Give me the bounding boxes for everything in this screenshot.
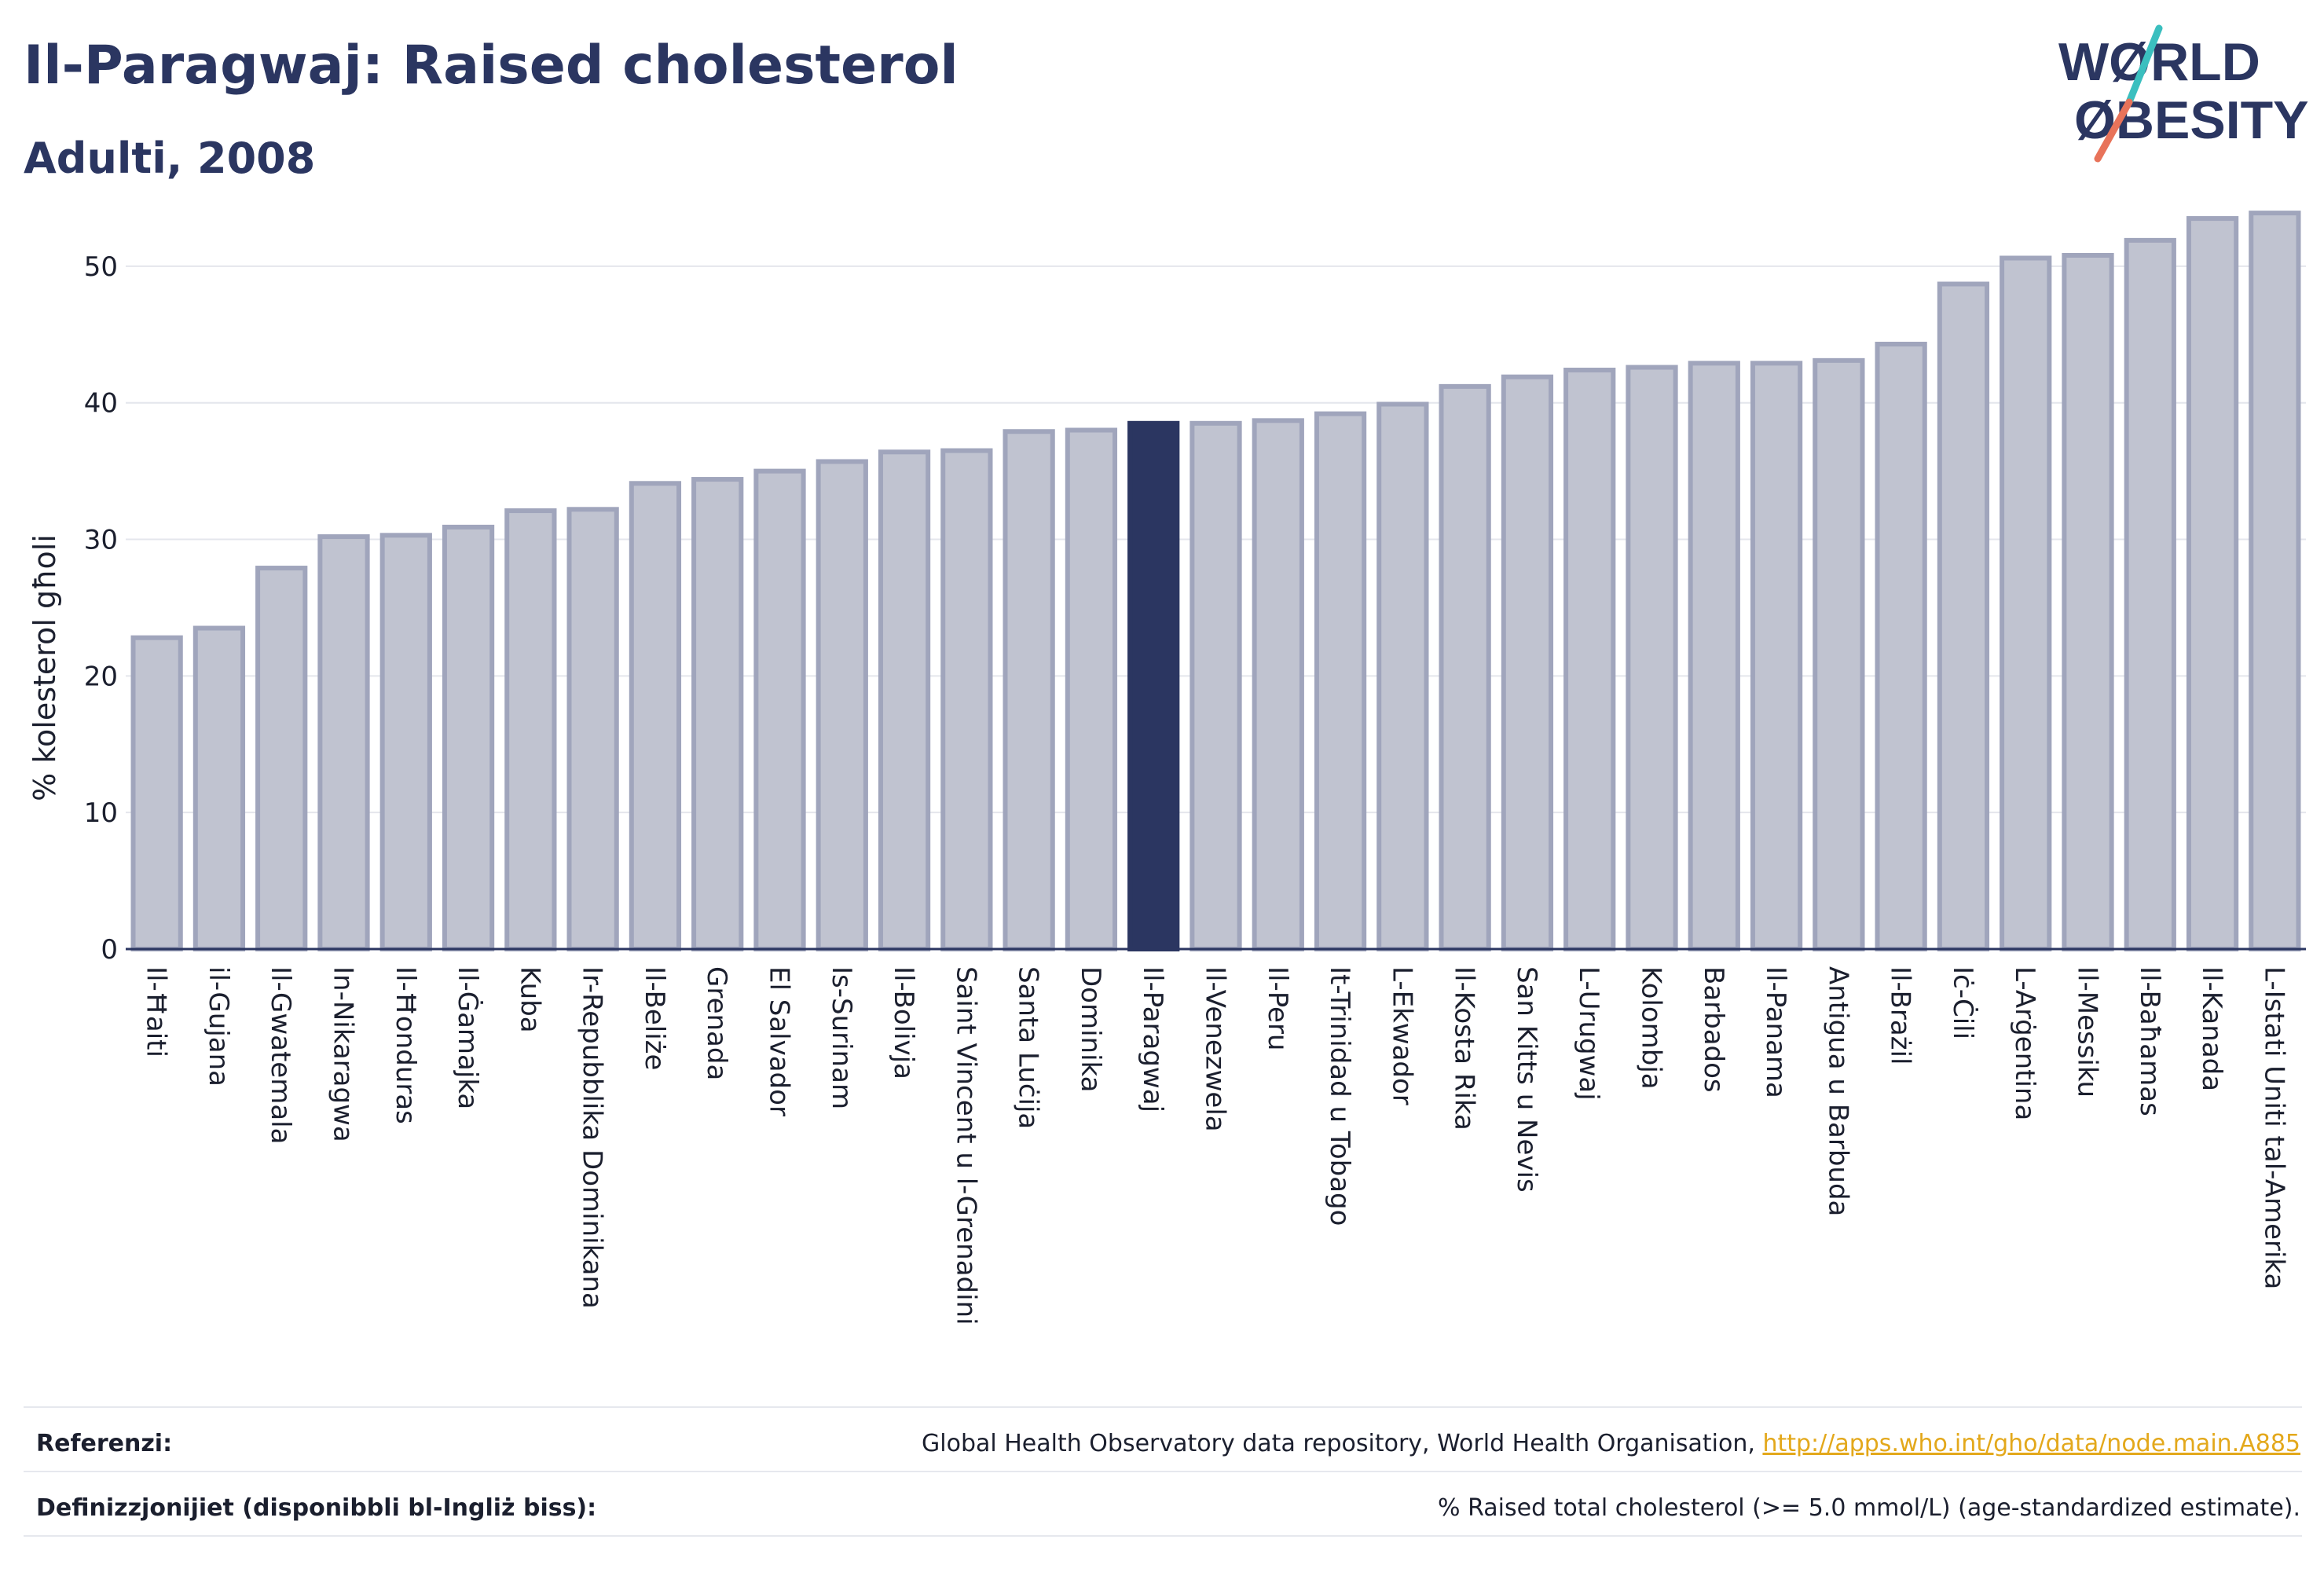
- x-tick-label: Il-Brażil: [1885, 966, 1916, 1065]
- x-tick-label: Saint Vincent u l-Grenadini: [950, 966, 981, 1325]
- references-value: Global Health Observatory data repositor…: [922, 1430, 2300, 1457]
- x-tick-label: Ir-Repubblika Dominikana: [577, 966, 608, 1309]
- bar: [1065, 427, 1118, 951]
- bar: [940, 448, 993, 951]
- x-tick-label: Il-Baħamas: [2134, 966, 2165, 1116]
- x-tick-label: Il-Venezwela: [1200, 966, 1231, 1132]
- bar: [2249, 211, 2301, 951]
- bar: [1750, 361, 1803, 951]
- x-tick-label: Grenada: [701, 966, 732, 1080]
- references-label: Referenzi:: [36, 1430, 173, 1457]
- bar: [317, 534, 370, 951]
- x-tick-label: It-Trinidad u Tobago: [1324, 966, 1355, 1226]
- y-tick-label: 40: [84, 388, 118, 420]
- x-tick-label: Barbados: [1698, 966, 1729, 1093]
- x-tick-label: El Salvador: [764, 966, 795, 1116]
- world-obesity-logo: WØRLD ØBESITY: [2058, 24, 2309, 163]
- y-tick-label: 50: [84, 251, 118, 283]
- x-tick-label: Il-Messiku: [2072, 966, 2103, 1098]
- x-tick-label: Il-Ħonduras: [390, 966, 421, 1124]
- bar: [192, 625, 246, 951]
- bar: [1501, 374, 1554, 951]
- bar: [1376, 401, 1429, 951]
- x-tick-label: Kolombja: [1636, 966, 1667, 1090]
- references-link[interactable]: http://apps.who.int/gho/data/node.main.A…: [1762, 1430, 2300, 1457]
- x-tick-label: Iċ-Ċili: [1947, 966, 1979, 1039]
- bar: [442, 524, 495, 951]
- definitions-label: Definizzjonijiet (disponibbli bl-Ingliż …: [36, 1494, 597, 1522]
- references-text: Global Health Observatory data repositor…: [922, 1430, 1763, 1457]
- bar: [255, 566, 308, 952]
- bar-chart: 0 10 20 30 40 50 Il-Ħaiti il-Gujana Il-Gwatemal…: [27, 211, 2306, 1325]
- x-axis-labels: Il-Ħaiti il-Gujana Il-Gwatemala In-Nikaragw…: [141, 966, 2290, 1325]
- x-tick-label: L-Urugwaj: [1573, 966, 1604, 1101]
- footer-divider-bottom: [24, 1535, 2302, 1537]
- bar: [2186, 216, 2239, 951]
- bar-highlight: [1127, 420, 1180, 951]
- bar: [816, 459, 868, 951]
- definitions-value: % Raised total cholesterol (>= 5.0 mmol/…: [1438, 1494, 2300, 1522]
- x-tick-label: Dominika: [1075, 966, 1106, 1092]
- bar: [753, 468, 806, 951]
- bar: [1563, 368, 1616, 951]
- bar: [566, 507, 619, 951]
- logo-slash-bottom: [2094, 98, 2133, 163]
- bar: [1688, 361, 1740, 951]
- y-axis-label: % kolesterol għoli: [27, 534, 62, 801]
- bar: [1813, 357, 1865, 951]
- x-tick-label: Kuba: [514, 966, 545, 1033]
- x-tick-label: Il-Kanada: [2196, 966, 2227, 1091]
- x-tick-label: Il-Bolivja: [888, 966, 919, 1079]
- chart-title: Il-Paragwaj: Raised cholesterol: [24, 35, 959, 97]
- y-axis-ticks: 0 10 20 30 40 50: [84, 251, 118, 966]
- x-tick-label: Santa Luċija: [1013, 966, 1044, 1129]
- bar: [1252, 418, 1304, 951]
- bar: [878, 449, 931, 951]
- logo-line1: WØRLD: [2058, 32, 2260, 92]
- x-tick-label: il-Gujana: [203, 966, 234, 1087]
- bar: [2062, 253, 2114, 951]
- bar: [379, 533, 432, 951]
- x-tick-label: Il-Ġamajka: [452, 966, 484, 1109]
- bar: [629, 481, 682, 951]
- bar: [1003, 429, 1055, 951]
- bar: [2124, 237, 2176, 952]
- x-tick-label: L-Ekwador: [1386, 966, 1417, 1105]
- x-tick-label: Il-Beliże: [639, 966, 670, 1070]
- y-tick-label: 10: [84, 797, 118, 829]
- bar: [130, 635, 183, 951]
- footer-divider-middle: [24, 1471, 2302, 1472]
- logo-slash-top: [2125, 24, 2163, 106]
- y-tick-label: 20: [84, 661, 118, 692]
- bar: [2000, 255, 2052, 952]
- x-tick-label: Is-Surinam: [826, 966, 857, 1109]
- bar: [1189, 420, 1242, 951]
- bar: [1314, 411, 1367, 951]
- bar: [1626, 365, 1678, 951]
- x-tick-label: San Kitts u Nevis: [1511, 966, 1542, 1193]
- bar: [1875, 341, 1927, 951]
- x-tick-label: Antigua u Barbuda: [1822, 966, 1853, 1216]
- x-tick-label: Il-Kosta Rika: [1449, 966, 1480, 1131]
- bar: [691, 477, 744, 951]
- x-tick-label: L-Istati Uniti tal-Amerika: [2258, 966, 2289, 1289]
- bars: [130, 211, 2301, 952]
- x-tick-label: Il-Ħaiti: [141, 966, 172, 1057]
- x-tick-label: In-Nikaragwa: [328, 966, 359, 1142]
- y-tick-label: 30: [84, 525, 118, 556]
- x-tick-label: L-Arġentina: [2009, 966, 2040, 1120]
- chart-subtitle: Adulti, 2008: [24, 134, 316, 183]
- x-tick-label: Il-Paragwaj: [1137, 966, 1168, 1112]
- footer-divider-top: [24, 1406, 2302, 1408]
- bar: [1439, 383, 1491, 951]
- x-tick-label: Il-Panama: [1760, 966, 1791, 1098]
- bar: [1937, 281, 1990, 952]
- bar: [504, 508, 557, 951]
- y-tick-label: 0: [101, 934, 118, 966]
- x-tick-label: Il-Peru: [1262, 966, 1293, 1050]
- x-tick-label: Il-Gwatemala: [265, 966, 296, 1144]
- logo-line2: ØBESITY: [2074, 90, 2309, 150]
